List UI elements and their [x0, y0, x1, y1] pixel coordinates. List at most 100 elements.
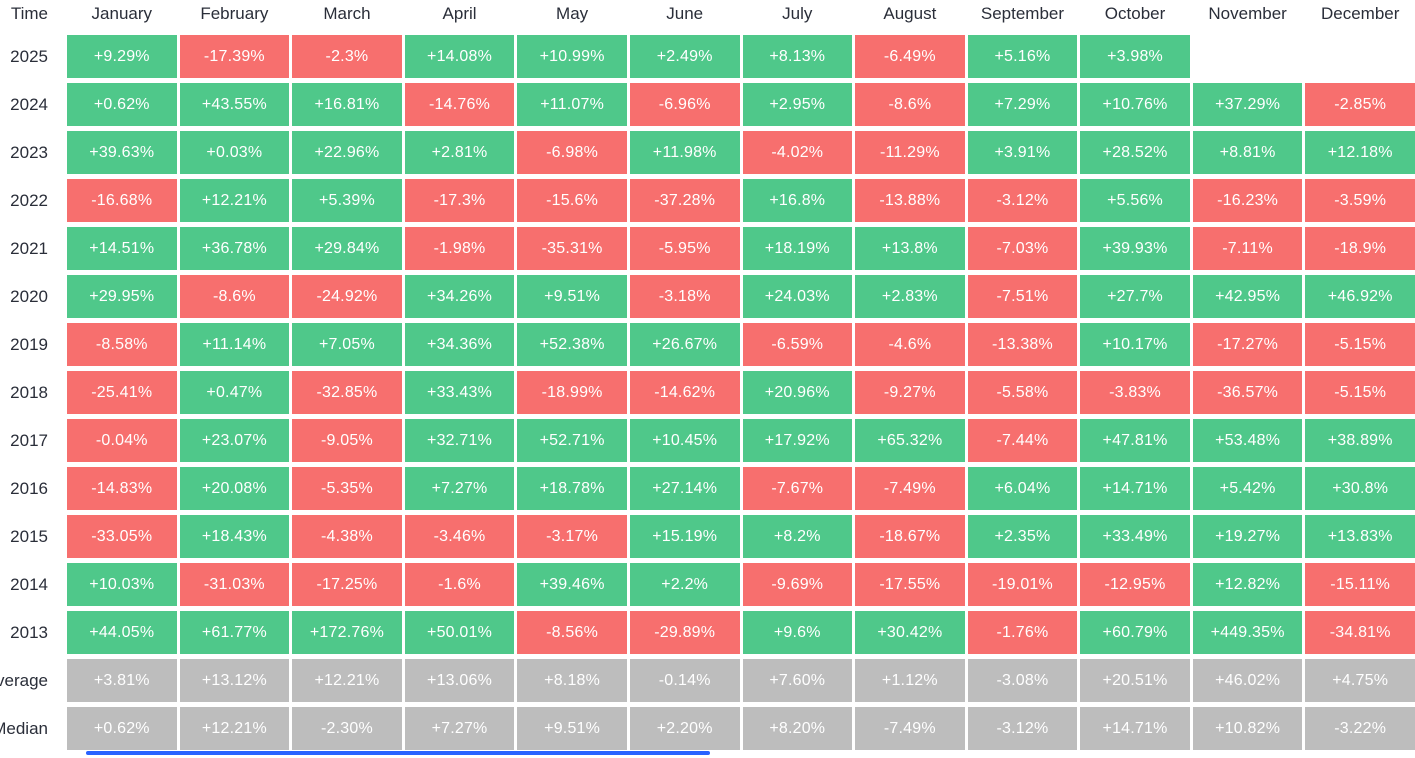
return-cell: +13.06% [404, 659, 515, 702]
return-cell: +2.95% [742, 83, 853, 126]
row-label-2019: 2019 [10, 334, 48, 354]
return-cell: +12.21% [292, 659, 402, 702]
return-cell: +2.83% [855, 275, 965, 318]
return-cell: +8.18% [517, 659, 627, 702]
month-header-march: March [323, 4, 371, 23]
return-cell: -7.49% [855, 707, 965, 750]
row-label-average: Average [0, 670, 48, 690]
return-cell: -8.6% [855, 83, 965, 126]
return-cell: +11.98% [629, 131, 740, 174]
return-cell: -3.18% [629, 275, 740, 318]
return-cell: +9.51% [517, 707, 627, 750]
return-cell: +5.16% [967, 35, 1078, 78]
return-cell: +4.75% [1305, 659, 1415, 702]
row-label-2021: 2021 [10, 238, 48, 258]
return-cell: +12.18% [1305, 131, 1415, 174]
return-cell: +27.14% [629, 467, 740, 510]
return-cell: +39.63% [67, 131, 177, 174]
return-cell: +65.32% [855, 419, 965, 462]
return-cell: +46.02% [1192, 659, 1303, 702]
return-cell: +2.20% [629, 707, 740, 750]
return-cell: +2.2% [629, 563, 740, 606]
return-cell: -1.6% [404, 563, 515, 606]
return-cell: -2.30% [292, 707, 402, 750]
return-cell: +53.48% [1192, 419, 1303, 462]
return-cell: +10.76% [1080, 83, 1190, 126]
return-cell: +20.51% [1080, 659, 1190, 702]
return-cell: +8.81% [1192, 131, 1303, 174]
return-cell: +8.20% [742, 707, 853, 750]
return-cell: +5.42% [1192, 467, 1303, 510]
return-cell: +7.27% [404, 467, 515, 510]
return-cell: -6.96% [629, 83, 740, 126]
return-cell: -5.15% [1305, 371, 1415, 414]
return-cell: -24.92% [292, 275, 402, 318]
month-header-november: November [1208, 4, 1287, 23]
return-cell: +60.79% [1080, 611, 1190, 654]
return-cell: +43.55% [179, 83, 290, 126]
return-cell: +46.92% [1305, 275, 1415, 318]
return-cell: -4.38% [292, 515, 402, 558]
row-label-median: Median [0, 718, 48, 738]
return-cell: -9.69% [742, 563, 853, 606]
return-cell: -4.6% [855, 323, 965, 366]
return-cell: +14.71% [1080, 467, 1190, 510]
return-cell: -33.05% [67, 515, 177, 558]
return-cell: +2.35% [967, 515, 1078, 558]
return-cell: -5.95% [629, 227, 740, 270]
return-cell: -7.51% [967, 275, 1078, 318]
return-cell: +20.96% [742, 371, 853, 414]
return-cell: +30.42% [855, 611, 965, 654]
return-cell: +52.71% [517, 419, 627, 462]
return-cell: -8.58% [67, 323, 177, 366]
row-label-2024: 2024 [10, 94, 48, 114]
return-cell: +32.71% [404, 419, 515, 462]
return-cell: -2.3% [292, 35, 402, 78]
return-cell: +16.8% [742, 179, 853, 222]
return-cell: +2.81% [404, 131, 515, 174]
return-cell: -5.15% [1305, 323, 1415, 366]
return-cell: -7.49% [855, 467, 965, 510]
return-cell: -3.12% [967, 707, 1078, 750]
return-cell: +13.12% [179, 659, 290, 702]
row-label-2018: 2018 [10, 382, 48, 402]
return-cell: +3.91% [967, 131, 1078, 174]
return-cell: +10.17% [1080, 323, 1190, 366]
return-cell: -3.08% [967, 659, 1078, 702]
return-cell: +18.43% [179, 515, 290, 558]
row-label-2020: 2020 [10, 286, 48, 306]
return-cell: +8.2% [742, 515, 853, 558]
row-label-2015: 2015 [10, 526, 48, 546]
return-cell: +13.83% [1305, 515, 1415, 558]
row-label-2014: 2014 [10, 574, 48, 594]
return-cell: +14.08% [404, 35, 515, 78]
return-cell: +10.03% [67, 563, 177, 606]
return-cell: -7.44% [967, 419, 1078, 462]
return-cell: -18.67% [855, 515, 965, 558]
return-cell: -4.02% [742, 131, 853, 174]
return-cell: +9.6% [742, 611, 853, 654]
return-cell: +22.96% [292, 131, 402, 174]
month-header-may: May [556, 4, 589, 23]
return-cell: -8.6% [179, 275, 290, 318]
month-header-august: August [883, 4, 937, 23]
horizontal-scrollbar[interactable] [86, 751, 710, 755]
return-cell: -3.59% [1305, 179, 1415, 222]
return-cell [1193, 35, 1303, 78]
return-cell: +7.60% [742, 659, 853, 702]
return-cell: +47.81% [1080, 419, 1190, 462]
return-cell: +52.38% [517, 323, 627, 366]
return-cell: -5.58% [967, 371, 1078, 414]
return-cell: +61.77% [179, 611, 290, 654]
return-cell: -12.95% [1080, 563, 1190, 606]
return-cell: +0.62% [67, 83, 177, 126]
month-header-june: June [666, 4, 704, 23]
return-cell: +23.07% [179, 419, 290, 462]
return-cell: +39.46% [517, 563, 627, 606]
return-cell: +3.98% [1080, 35, 1190, 78]
return-cell: +9.29% [67, 35, 177, 78]
return-cell: -14.76% [404, 83, 515, 126]
row-label-2023: 2023 [10, 142, 48, 162]
return-cell: +5.56% [1080, 179, 1190, 222]
